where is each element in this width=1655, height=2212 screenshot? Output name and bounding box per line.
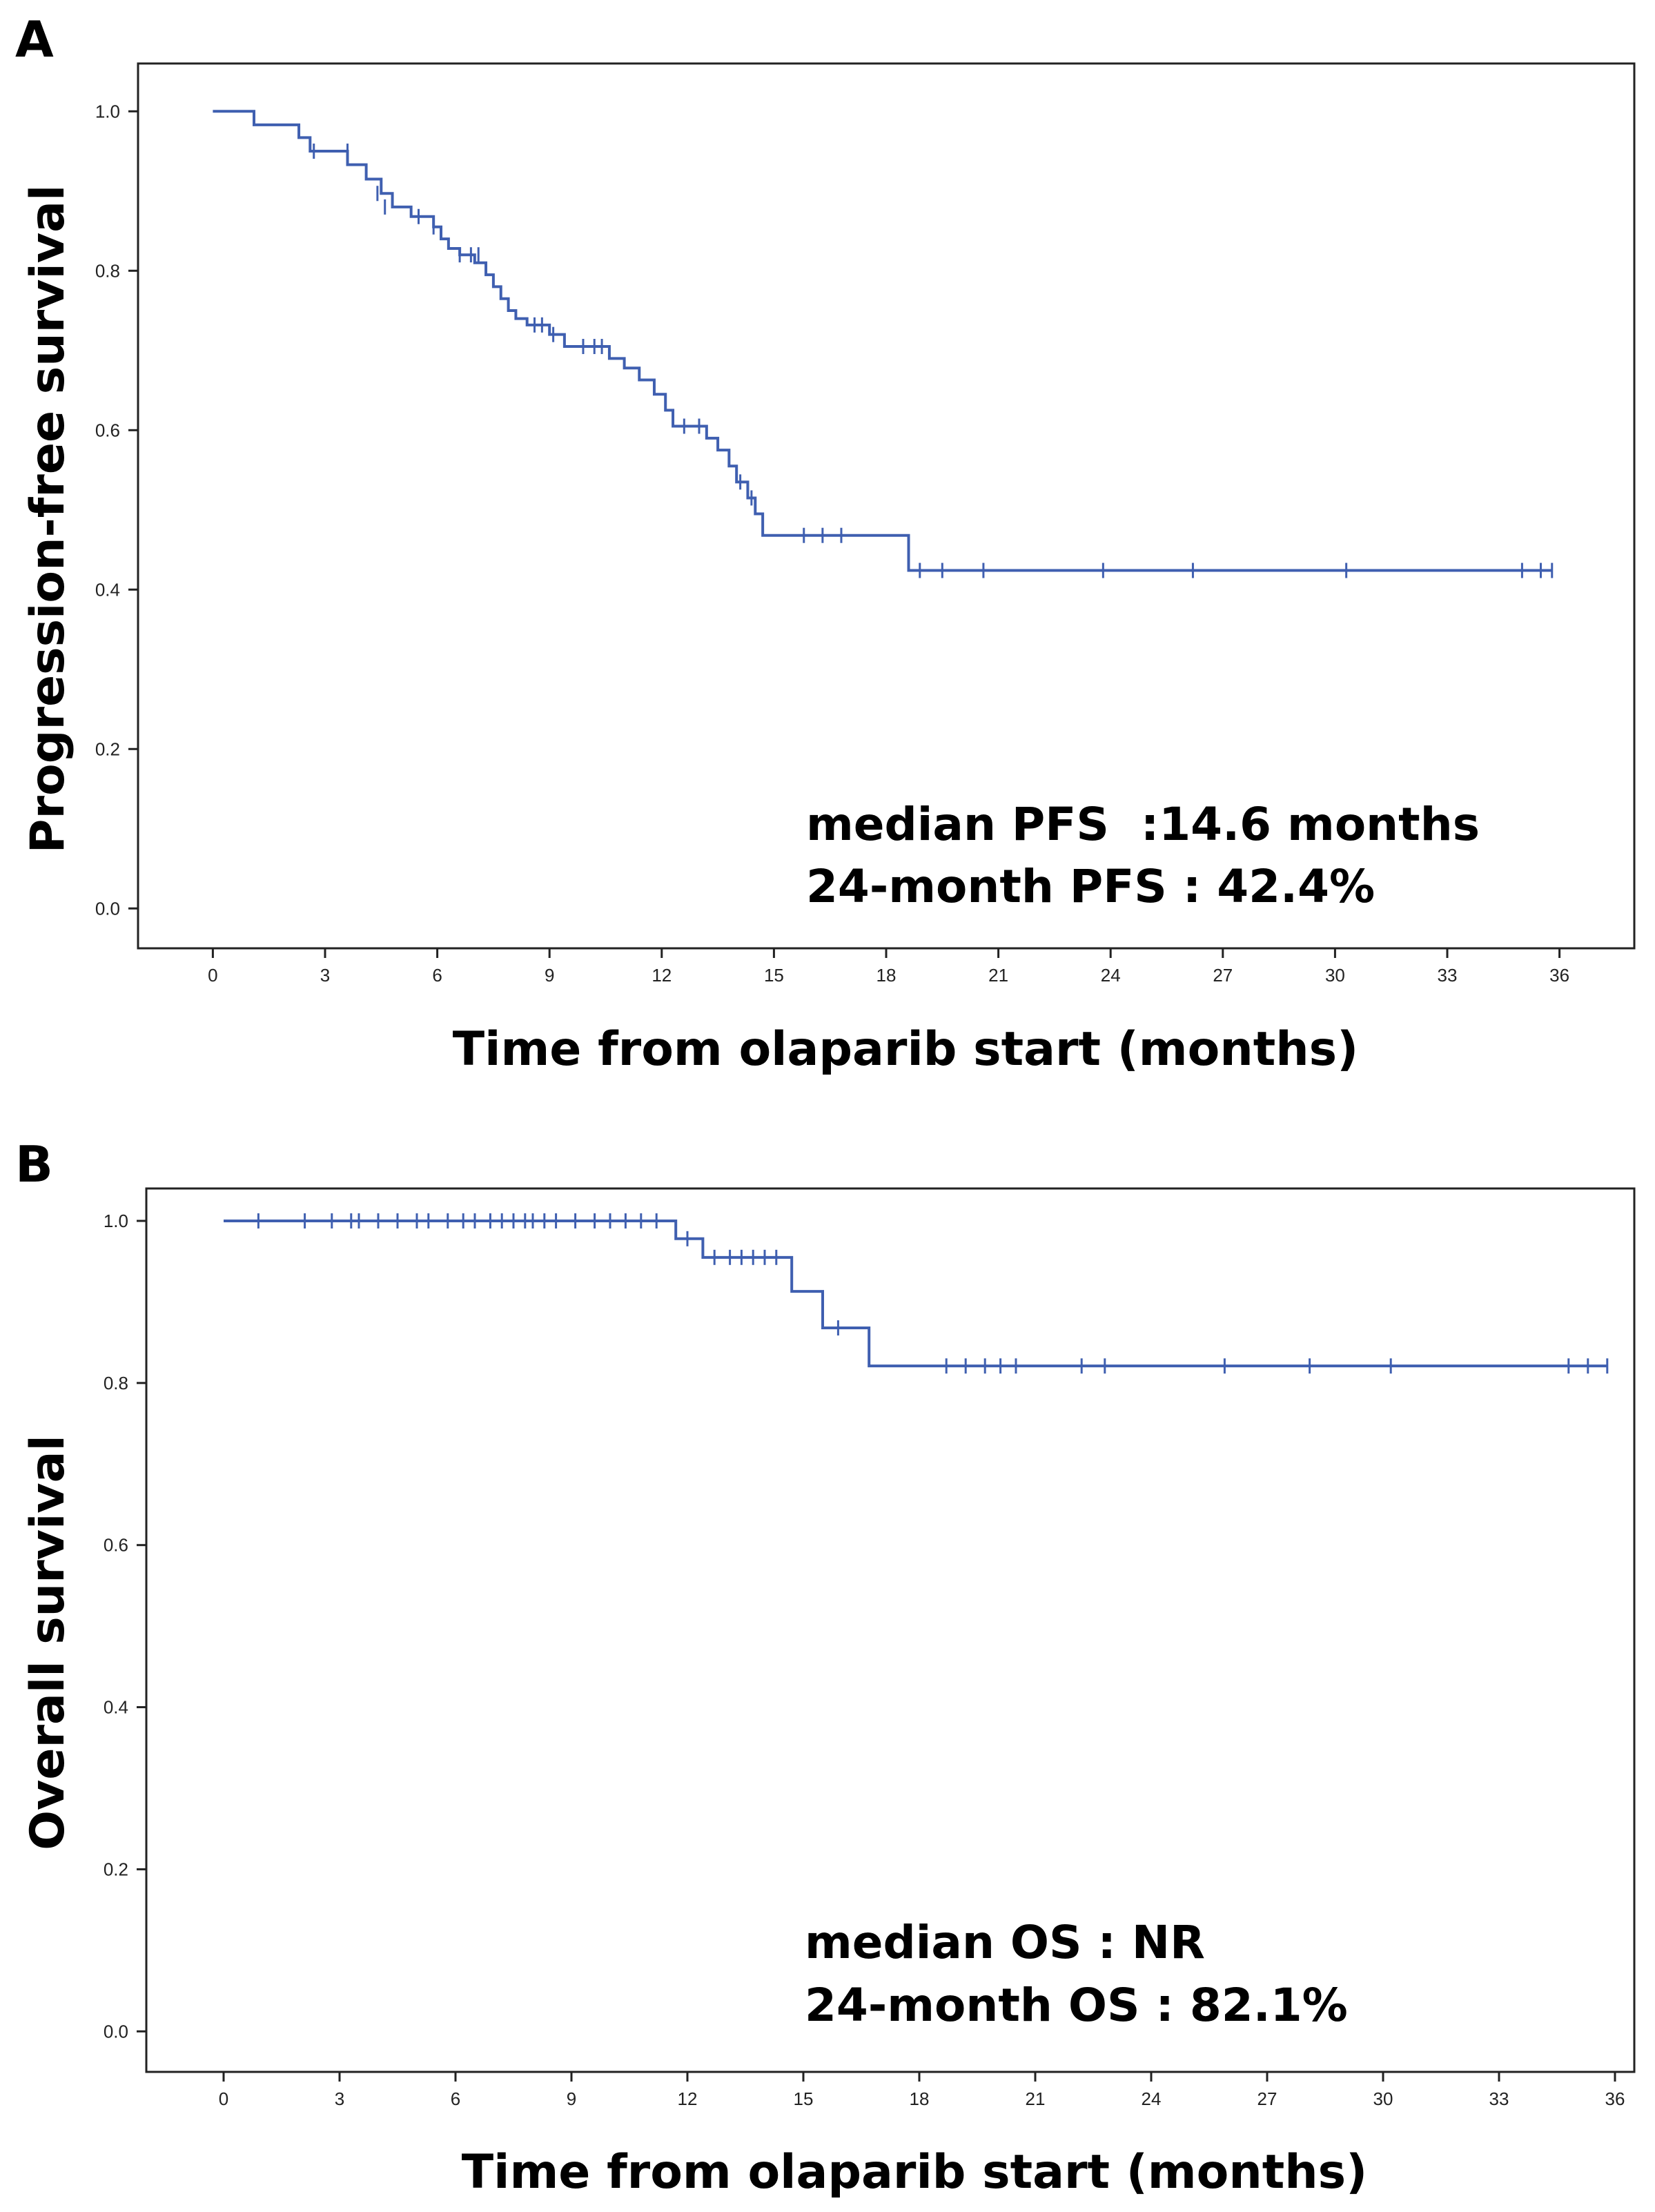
panel-b-annotation-24month: 24-month OS : 82.1% [805,1979,1348,2032]
panel-b-xtick-label: 9 [567,2088,576,2109]
panel-a-curve-group [213,110,1554,578]
panel-a-xtick-label: 33 [1438,965,1458,986]
panel-a-xtick-label: 18 [877,965,897,986]
panel-b-curve-group [224,1213,1609,1374]
panel-a-xtick-label: 21 [988,965,1008,986]
panel-a-ytick-label: 0.6 [95,420,120,440]
panel-a-annotation-median: median PFS :14.6 months [806,798,1480,851]
panel-b-xtick-label: 30 [1373,2088,1393,2109]
panel-b-xtick-label: 33 [1489,2088,1509,2109]
panel-a-x-ticks: 0 3 6 9 12 15 18 21 24 27 30 33 36 [208,965,1569,986]
panel-a-ytick-label: 1.0 [95,101,120,121]
panel-b-annotation-median: median OS : NR [805,1916,1205,1969]
panel-a-survival-curve [213,110,1552,572]
panel-b-xtick-label: 0 [219,2088,228,2109]
panel-b: B 0.0 0.2 0.4 0.6 0.8 1.0 0 3 6 9 12 15 … [15,1135,1636,2200]
panel-a-y-axis-label: Progression-free survival [21,185,75,854]
panel-a-xtick-label: 30 [1325,965,1345,986]
panel-b-ytick-label: 0.2 [104,1859,128,1879]
panel-a-annotation-24month: 24-month PFS : 42.4% [806,860,1375,913]
panel-a-ytick-label: 0.8 [95,260,120,281]
panel-a-x-axis-label: Time from olaparib start (months) [453,1022,1359,1077]
panel-a-xtick-label: 6 [432,965,442,986]
panel-b-xtick-label: 21 [1026,2088,1046,2109]
panel-a-xtick-label: 3 [320,965,330,986]
panel-b-ytick-label: 0.6 [104,1535,128,1556]
panel-b-xtick-label: 18 [910,2088,930,2109]
panel-a-ytick-label: 0.4 [95,579,120,600]
panel-a-xtick-label: 9 [545,965,554,986]
panel-b-xtick-label: 12 [678,2088,698,2109]
panel-b-y-axis-label: Overall survival [21,1435,75,1850]
panel-a-y-ticks: 0.0 0.2 0.4 0.6 0.8 1.0 [95,101,120,919]
panel-a-ytick-label: 0.0 [95,898,120,919]
panel-a-xtick-label: 36 [1549,965,1569,986]
panel-a-xtick-label: 24 [1101,965,1121,986]
panel-b-xtick-label: 3 [335,2088,344,2109]
panel-b-x-ticks: 0 3 6 9 12 15 18 21 24 27 30 33 36 [219,2088,1625,2109]
panel-b-label: B [15,1135,53,1193]
panel-a: A 0.0 0.2 0.4 0.6 0.8 1.0 0 3 6 9 12 15 … [15,10,1636,1077]
panel-b-ytick-label: 0.4 [104,1697,128,1718]
panel-b-xtick-label: 36 [1605,2088,1625,2109]
panel-b-ytick-label: 1.0 [104,1211,128,1231]
panel-b-x-axis-label: Time from olaparib start (months) [462,2145,1368,2200]
panel-b-xtick-label: 15 [794,2088,814,2109]
panel-a-label: A [15,10,54,68]
panel-a-xtick-label: 0 [208,965,217,986]
panel-a-xtick-label: 12 [652,965,672,986]
panel-b-y-ticks: 0.0 0.2 0.4 0.6 0.8 1.0 [104,1211,128,2042]
panel-a-xtick-label: 27 [1213,965,1233,986]
panel-a-xtick-label: 15 [764,965,784,986]
panel-b-ytick-label: 0.0 [104,2021,128,2042]
panel-b-xtick-label: 27 [1257,2088,1277,2109]
panel-b-survival-curve [224,1219,1607,1368]
panel-a-ytick-label: 0.2 [95,738,120,759]
panel-b-xtick-label: 24 [1142,2088,1162,2109]
panel-b-ytick-label: 0.8 [104,1373,128,1393]
panel-b-xtick-label: 6 [451,2088,460,2109]
